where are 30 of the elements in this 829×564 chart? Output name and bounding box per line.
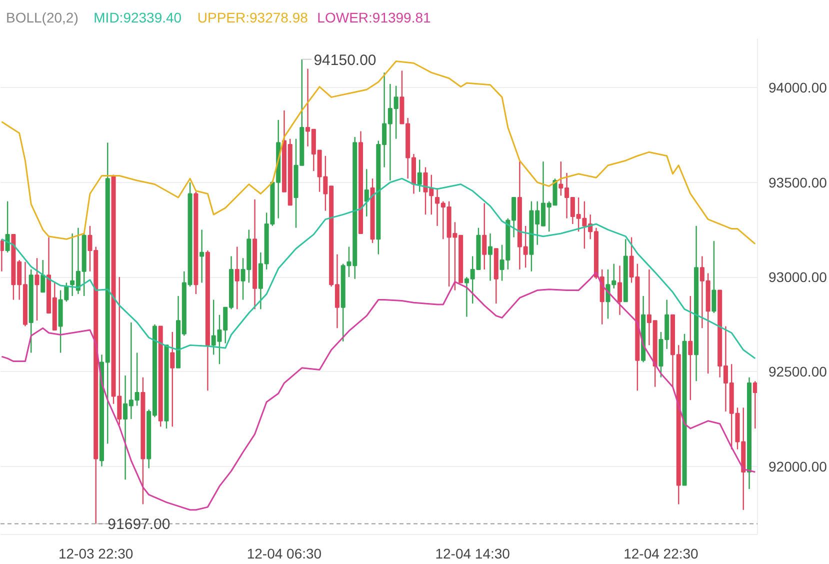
y-tick-label: 93000.00 xyxy=(768,269,828,286)
y-tick-label: 92000.00 xyxy=(768,458,828,474)
x-tick-label: 12-04 14:30 xyxy=(435,546,510,562)
candlestick xyxy=(752,380,758,430)
candlestick xyxy=(170,331,175,428)
candlestick xyxy=(488,232,493,282)
candlestick xyxy=(417,159,422,192)
x-tick-label: 12-04 22:30 xyxy=(624,546,699,562)
candlestick xyxy=(40,259,46,293)
text: LOWER:91399.81 xyxy=(317,10,432,26)
candlestick xyxy=(688,295,693,401)
candlestick xyxy=(712,240,716,314)
y-tick-label: 92500.00 xyxy=(768,364,828,380)
candlestick xyxy=(482,202,487,270)
y-tick-label: 93500.00 xyxy=(768,174,828,190)
candlestick xyxy=(617,265,622,316)
candlestick xyxy=(34,258,40,322)
candlestick xyxy=(200,229,204,284)
annotation: 91697.00 xyxy=(108,516,170,534)
text: MID:92339.40 xyxy=(94,10,182,26)
candlestick xyxy=(234,246,240,310)
x-tick-label: 12-04 06:30 xyxy=(246,546,322,562)
candlestick xyxy=(5,200,10,254)
x-tick-label: 12-03 22:30 xyxy=(58,546,134,562)
text: UPPER:93278.98 xyxy=(197,10,308,26)
candlestick xyxy=(0,238,4,272)
chart-title: BOLL(20,2) xyxy=(6,10,78,26)
candlestick xyxy=(364,168,369,218)
y-tick-label: 94000.00 xyxy=(768,80,828,96)
annotation: 94150.00 xyxy=(314,52,376,69)
